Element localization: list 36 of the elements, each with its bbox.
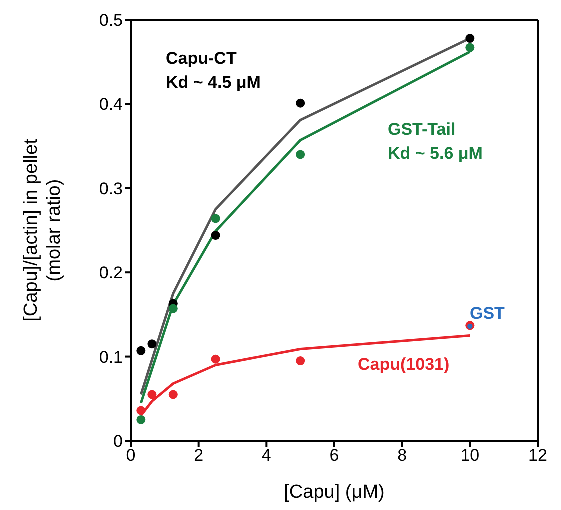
text: GST-Tail xyxy=(388,119,457,141)
y-tick-label: 0.1 xyxy=(99,348,123,367)
point xyxy=(148,390,157,400)
x-tick-label: 2 xyxy=(194,446,204,466)
text: Capu-CT xyxy=(166,48,238,70)
point xyxy=(168,390,178,400)
point xyxy=(466,34,475,44)
x-tick-label: 6 xyxy=(330,446,340,466)
y-axis-title: [Capu]/[actin] in pellet (molar ratio) xyxy=(21,138,65,322)
y-tick-label: 0 xyxy=(114,432,123,452)
y-tick-label: 0.4 xyxy=(99,95,123,114)
x-axis-title: [Capu] (μM) xyxy=(284,482,385,503)
series-label: GST xyxy=(470,303,505,325)
point xyxy=(296,150,306,160)
point xyxy=(211,354,220,364)
point xyxy=(211,231,220,240)
point xyxy=(148,340,157,349)
annotation: Kd ~ 4.5 μM xyxy=(166,72,261,94)
point xyxy=(211,214,220,224)
x-tick-label: 10 xyxy=(460,446,480,466)
point xyxy=(296,98,306,108)
point xyxy=(136,406,146,416)
series-label: Capu(1031) xyxy=(358,354,450,376)
annotation: Kd ~ 5.6 μM xyxy=(388,143,483,165)
x-tick-label: 8 xyxy=(398,446,408,466)
point xyxy=(466,43,475,52)
point xyxy=(136,346,146,356)
x-tick-label: 0 xyxy=(126,446,136,466)
point xyxy=(296,356,306,366)
point xyxy=(168,304,178,314)
x-tick-label: 4 xyxy=(262,446,272,466)
y-tick-label: 0.3 xyxy=(99,179,123,198)
point xyxy=(136,415,146,424)
y-tick-label: 0.2 xyxy=(99,264,123,283)
y-tick-label: 0.5 xyxy=(99,11,123,30)
x-tick-label: 12 xyxy=(528,446,548,466)
